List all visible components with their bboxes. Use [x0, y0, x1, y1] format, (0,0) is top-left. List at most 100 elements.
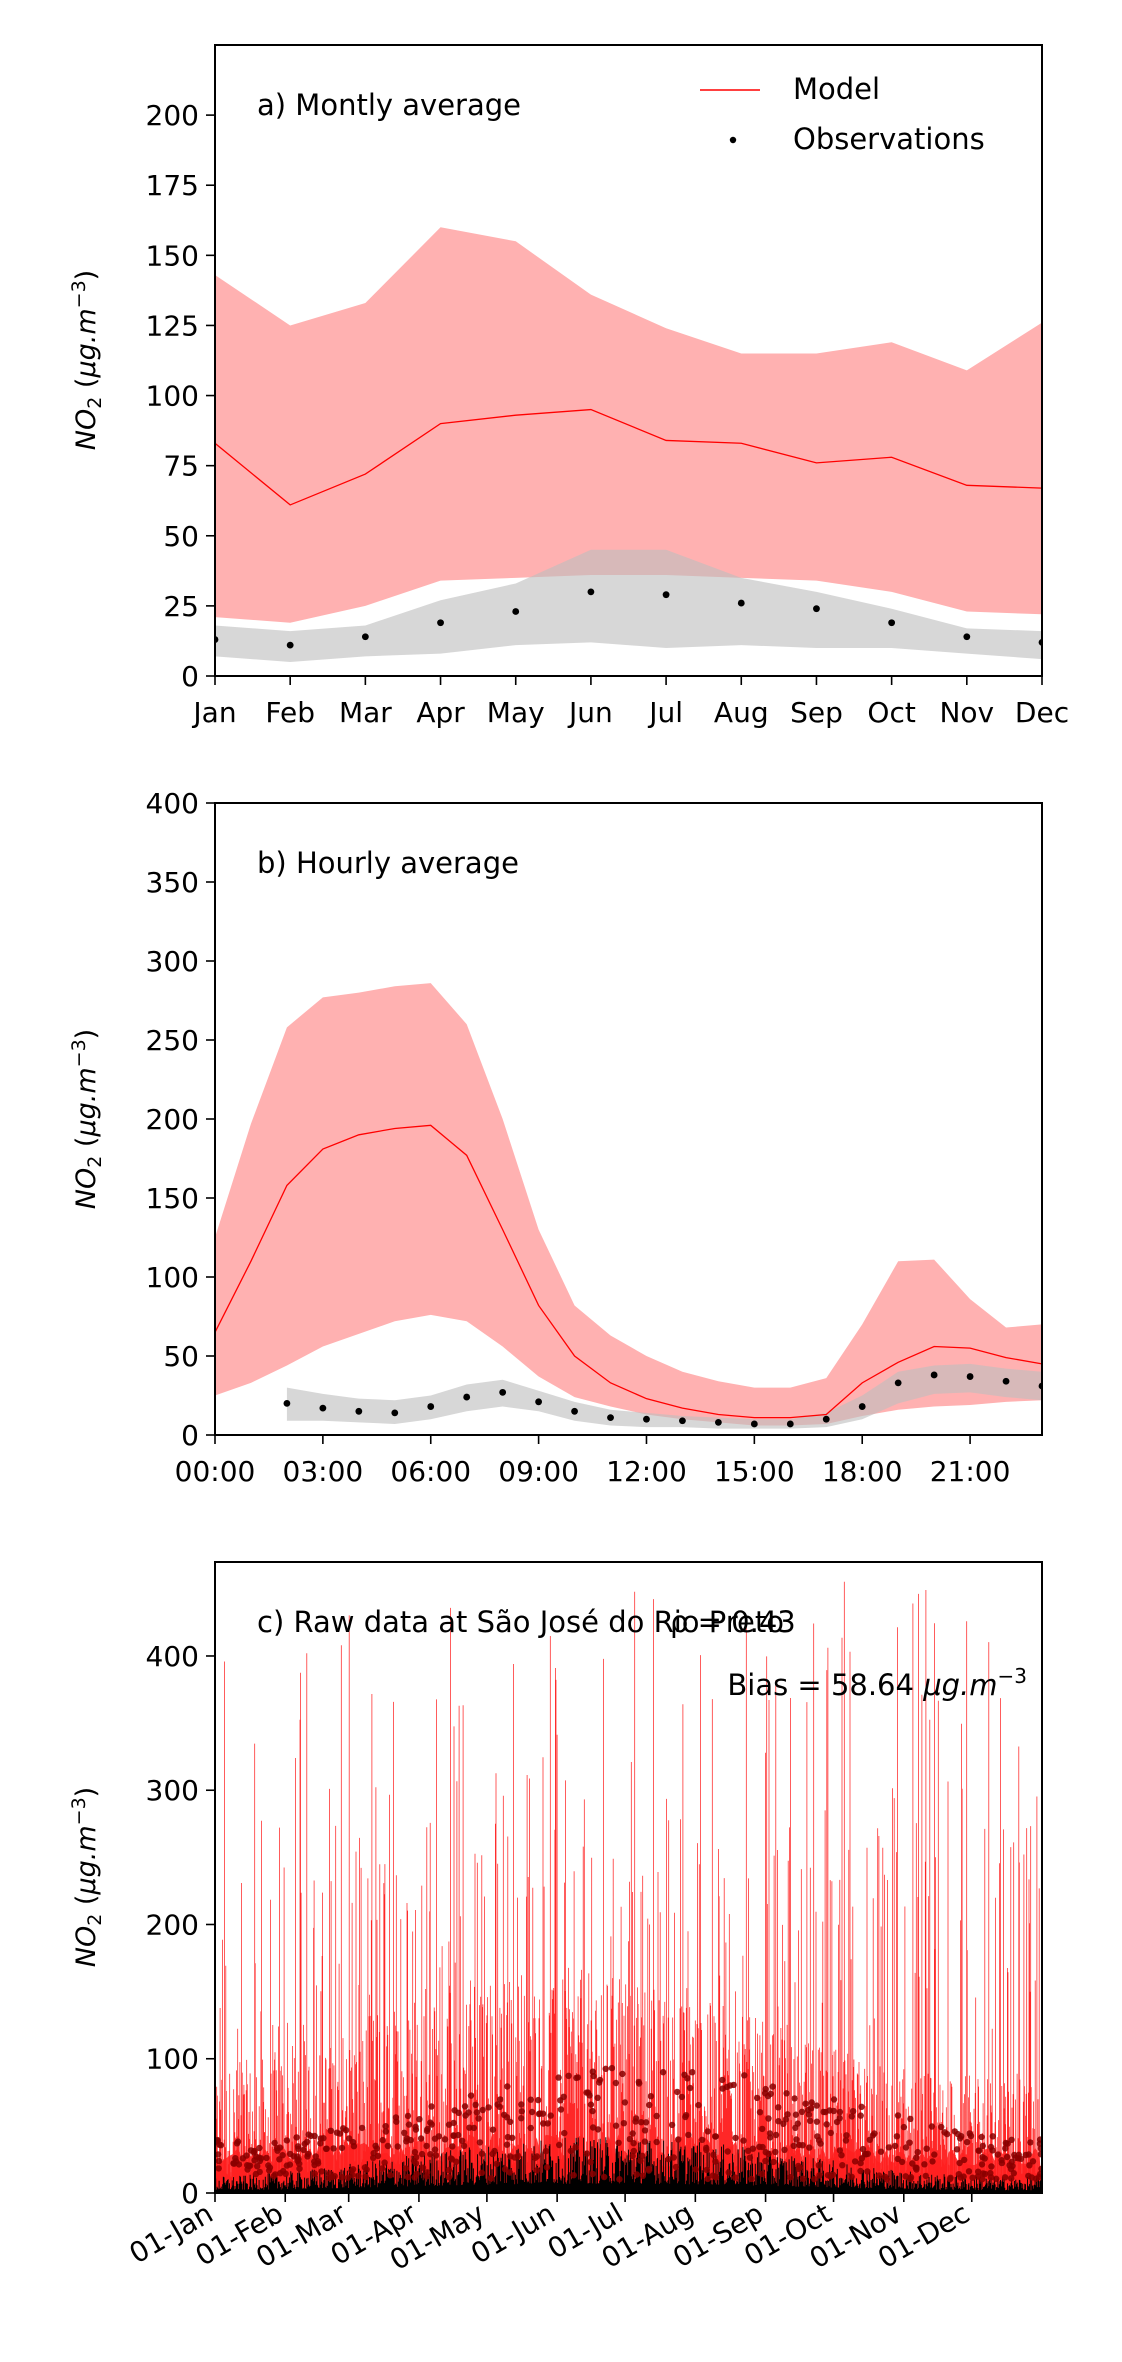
observation-marker: [730, 2081, 737, 2089]
observation-marker: [978, 2133, 985, 2141]
observation-marker: [989, 2147, 996, 2154]
observation-marker: [703, 2166, 710, 2174]
observation-marker: [922, 2172, 929, 2180]
observation-marker: [518, 2115, 525, 2122]
observation-point: [888, 619, 896, 627]
observation-marker: [857, 2112, 864, 2119]
panel-b-xtick-label: 21:00: [930, 1455, 1011, 1488]
observation-marker: [877, 2148, 885, 2155]
observation-marker: [698, 2136, 706, 2143]
observation-marker: [792, 2111, 800, 2118]
observation-marker: [961, 2156, 968, 2164]
panel-b-ytick-label: 100: [146, 1261, 199, 1294]
observation-marker: [741, 2072, 748, 2079]
observation-marker: [770, 2158, 777, 2166]
panel-b-ytick-label: 400: [146, 787, 199, 820]
observation-marker: [403, 2135, 410, 2142]
panel-b-label: b) Hourly average: [257, 846, 519, 880]
observation-marker: [1028, 2174, 1036, 2181]
panel-b-ytick-label: 200: [146, 1103, 199, 1136]
observation-point: [535, 1398, 543, 1406]
observation-marker: [589, 2124, 597, 2131]
observation-marker: [294, 2153, 301, 2160]
observation-marker: [263, 2154, 270, 2162]
observation-marker: [898, 2158, 906, 2166]
panel-b-ytick-label: 250: [146, 1024, 199, 1057]
observation-marker: [602, 2065, 609, 2072]
observation-marker: [836, 2108, 844, 2116]
observation-point: [319, 1404, 327, 1412]
observation-marker: [848, 2173, 855, 2180]
observation-marker: [686, 2084, 694, 2092]
observation-marker: [326, 2170, 333, 2177]
observation-marker: [998, 2157, 1005, 2164]
observation-marker: [349, 2138, 357, 2146]
panel-b-ytick-label: 0: [181, 1419, 199, 1452]
observation-marker: [1008, 2158, 1015, 2166]
observation-marker: [271, 2139, 278, 2147]
observation-marker: [978, 2161, 986, 2168]
observation-marker: [759, 2125, 766, 2133]
observation-marker: [672, 2163, 680, 2171]
observation-marker: [243, 2152, 250, 2159]
panel-a-xtick-label: Mar: [339, 696, 392, 729]
observation-marker: [594, 2094, 601, 2101]
observation-marker: [494, 2101, 501, 2108]
observation-marker: [283, 2137, 291, 2144]
observation-marker: [796, 2141, 803, 2149]
observation-marker: [632, 2115, 640, 2122]
observation-marker: [692, 2166, 699, 2173]
observation-marker: [215, 2157, 223, 2165]
observation-marker: [817, 2140, 824, 2147]
observation-marker: [762, 2157, 769, 2165]
observation-marker: [487, 2175, 495, 2182]
observation-point: [822, 1415, 830, 1423]
observation-marker: [685, 2131, 692, 2139]
observation-marker: [842, 2137, 850, 2144]
observation-marker: [670, 2154, 677, 2161]
observation-marker: [931, 2151, 938, 2158]
observation-marker: [645, 2165, 652, 2173]
observation-marker: [296, 2165, 303, 2172]
observation-marker: [956, 2135, 964, 2142]
observation-marker: [843, 2132, 850, 2139]
observation-marker: [311, 2170, 318, 2177]
observation-marker: [805, 2111, 813, 2118]
observation-marker: [533, 2167, 541, 2174]
observation-marker: [665, 2155, 672, 2163]
observation-marker: [775, 2118, 782, 2125]
observation-marker: [678, 2093, 686, 2101]
panel-c-ytick-label: 400: [146, 1640, 199, 1673]
observation-marker: [583, 2150, 591, 2157]
observation-marker: [724, 2148, 731, 2155]
observation-point: [963, 633, 971, 641]
observation-point: [286, 641, 294, 649]
panel-c-ylabel: NO2 (μg.m−3): [68, 1787, 106, 1967]
observation-point: [283, 1400, 291, 1407]
observation-marker: [642, 2119, 650, 2126]
observation-marker: [893, 2133, 901, 2140]
observation-marker: [753, 2094, 761, 2102]
observation-point: [966, 1373, 974, 1380]
observation-marker: [792, 2124, 799, 2131]
observation-marker: [518, 2101, 525, 2108]
observation-marker: [756, 2143, 763, 2150]
observation-marker: [330, 2145, 337, 2152]
observation-marker: [461, 2103, 469, 2110]
observation-marker: [565, 2072, 572, 2079]
observation-marker: [594, 2126, 602, 2133]
observation-marker: [382, 2128, 390, 2135]
observation-marker: [235, 2161, 243, 2168]
observation-marker: [732, 2134, 739, 2142]
observation-marker: [374, 2152, 382, 2160]
observation-marker: [504, 2083, 511, 2090]
observation-marker: [802, 2100, 809, 2107]
observation-marker: [838, 2152, 845, 2159]
observation-marker: [478, 2150, 486, 2157]
observation-marker: [629, 2130, 636, 2137]
observation-marker: [451, 2107, 458, 2114]
observation-marker: [615, 2139, 622, 2146]
observation-marker: [987, 2174, 995, 2181]
observation-marker: [725, 2169, 732, 2176]
